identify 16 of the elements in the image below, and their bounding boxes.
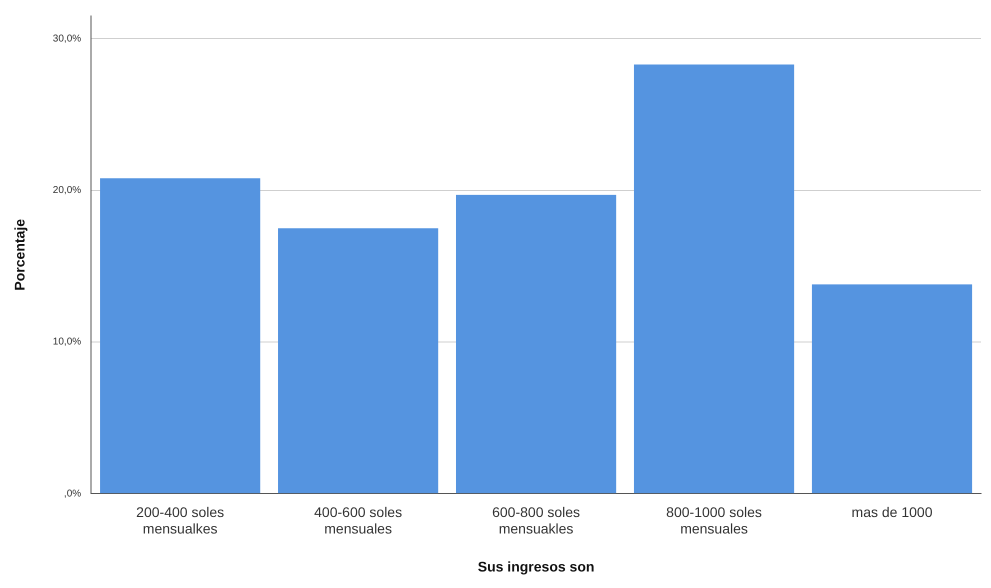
x-tick-label: 400-600 soles mensuales	[314, 504, 402, 537]
y-tick-label: 30,0%	[52, 33, 82, 44]
x-tick-label: 200-400 soles mensualkes	[136, 504, 224, 537]
bar	[278, 228, 438, 494]
bar	[812, 284, 972, 494]
x-tick-label: 600-800 soles mensuakles	[492, 504, 580, 537]
y-tick-label: 20,0%	[52, 185, 82, 196]
bar	[100, 178, 260, 494]
y-tick-label: 10,0%	[52, 336, 82, 348]
bar	[634, 64, 794, 494]
y-tick-label: ,0%	[64, 488, 82, 500]
y-axis-title: Porcentaje	[11, 218, 28, 291]
bar	[456, 194, 616, 494]
x-tick-label: 800-1000 soles mensuales	[666, 504, 762, 537]
x-tick-label: mas de 1000	[852, 504, 933, 520]
x-axis-title: Sus ingresos son	[478, 558, 594, 574]
